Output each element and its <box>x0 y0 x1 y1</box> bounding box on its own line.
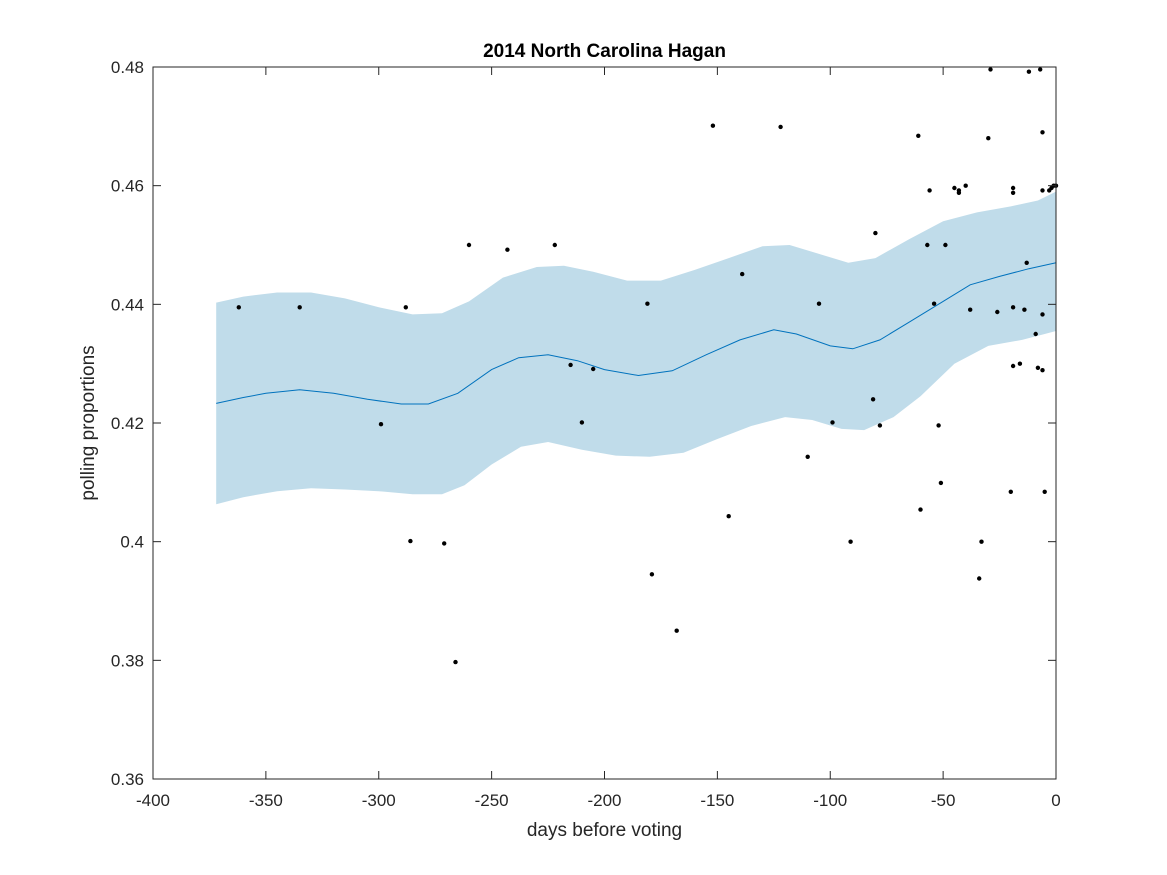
poll-point <box>408 538 413 544</box>
poll-point <box>552 242 557 248</box>
poll-point <box>1024 260 1029 265</box>
poll-point <box>830 420 835 425</box>
poll-point <box>943 242 948 248</box>
x-tick-label: -400 <box>136 791 170 810</box>
poll-point <box>236 305 241 310</box>
poll-point <box>916 133 921 138</box>
poll-point <box>988 67 993 72</box>
poll-point <box>1010 305 1016 310</box>
poll-point <box>466 242 472 248</box>
trend-line <box>216 262 1057 405</box>
poll-point <box>1040 368 1045 373</box>
poll-point <box>986 136 991 141</box>
poll-point <box>1040 312 1045 317</box>
poll-point <box>505 247 510 252</box>
poll-point <box>1040 188 1045 193</box>
poll-point <box>870 397 876 402</box>
y-tick-label: 0.36 <box>111 770 144 789</box>
poll-point <box>1022 307 1027 312</box>
y-tick-label: 0.42 <box>111 414 144 433</box>
chart-title: 2014 North Carolina Hagan <box>483 41 726 62</box>
x-tick-label: -200 <box>587 791 621 810</box>
poll-point <box>918 507 923 512</box>
poll-point <box>805 454 810 459</box>
poll-point <box>816 301 822 306</box>
poll-point <box>1008 489 1013 494</box>
poll-point <box>956 190 962 195</box>
poll-point <box>977 576 982 581</box>
x-tick-label: -50 <box>931 791 956 810</box>
confidence-band-layer <box>216 191 1056 505</box>
poll-point <box>1042 489 1047 494</box>
poll-point <box>968 307 973 312</box>
poll-point <box>726 514 731 519</box>
x-tick-label: -350 <box>249 791 283 810</box>
poll-point <box>1035 365 1041 370</box>
poll-point <box>1010 363 1016 369</box>
confidence-band <box>216 191 1056 505</box>
poll-point <box>1017 361 1023 366</box>
y-tick-label: 0.46 <box>111 177 144 196</box>
poll-point <box>453 659 458 665</box>
poll-point <box>297 305 302 310</box>
poll-point <box>1040 130 1045 135</box>
poll-point <box>927 188 932 193</box>
poll-point <box>963 183 968 188</box>
poll-point <box>1038 67 1043 72</box>
poll-point <box>873 230 878 236</box>
y-tick-label: 0.4 <box>120 533 144 552</box>
poll-point <box>645 301 650 306</box>
y-axis-ticks: 0.36 0.38 0.4 0.42 0.44 0.46 0.48 <box>111 58 1056 789</box>
poll-point <box>778 124 783 130</box>
x-axis-ticks: -400 -350 -300 -250 -200 -150 -100 -50 0 <box>136 67 1061 810</box>
x-tick-label: 0 <box>1051 791 1060 810</box>
poll-point <box>925 242 930 248</box>
poll-point <box>591 366 596 372</box>
poll-point <box>740 271 745 277</box>
poll-point <box>568 362 573 368</box>
poll-point <box>995 309 1000 315</box>
poll-point <box>649 572 655 577</box>
poll-point <box>931 301 937 306</box>
poll-point <box>579 420 585 425</box>
poll-point <box>952 185 957 191</box>
y-tick-label: 0.44 <box>111 295 144 314</box>
poll-point <box>938 480 944 486</box>
poll-points-layer <box>236 67 1059 665</box>
poll-point <box>1026 69 1032 74</box>
trend-line-layer <box>216 262 1057 405</box>
poll-point <box>710 123 716 128</box>
x-tick-label: -100 <box>813 791 847 810</box>
poll-point <box>979 539 984 544</box>
poll-point <box>1010 185 1016 191</box>
poll-point <box>848 539 853 544</box>
poll-point <box>442 541 447 546</box>
x-tick-label: -300 <box>362 791 396 810</box>
poll-point <box>1033 331 1038 337</box>
poll-point <box>877 423 883 428</box>
y-tick-label: 0.48 <box>111 58 144 77</box>
poll-point <box>674 628 679 633</box>
x-axis-label: days before voting <box>527 820 682 841</box>
y-axis-label: polling proportions <box>78 345 99 500</box>
x-tick-label: -250 <box>475 791 509 810</box>
poll-point <box>1010 190 1016 195</box>
poll-point <box>403 305 408 310</box>
y-tick-label: 0.38 <box>111 651 144 670</box>
poll-point <box>936 423 941 428</box>
poll-point <box>378 422 384 427</box>
x-tick-label: -150 <box>700 791 734 810</box>
